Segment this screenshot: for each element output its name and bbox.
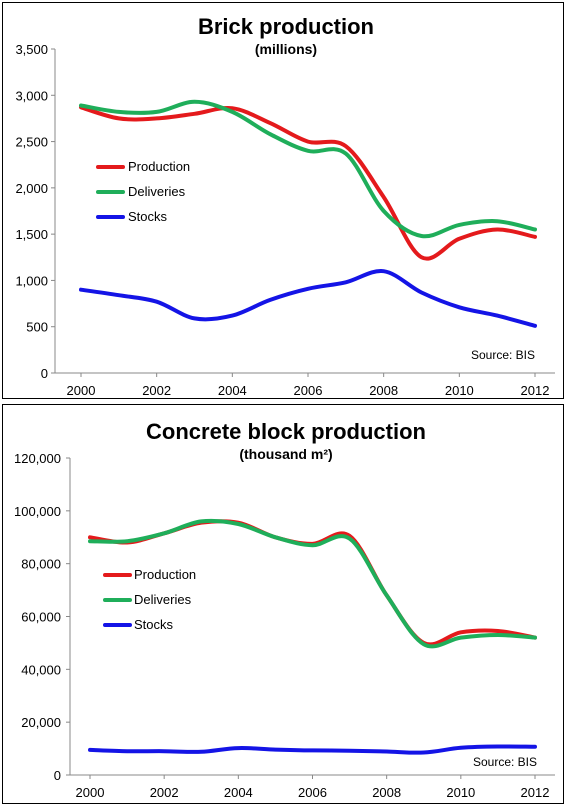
legend: Production Deliveries Stocks <box>96 159 190 224</box>
series-line-stocks <box>79 269 537 328</box>
x-tick-label: 2004 <box>218 383 247 398</box>
x-tick-label: 2000 <box>76 785 105 800</box>
y-tick-label: 3,000 <box>15 88 48 103</box>
x-tick-label: 2006 <box>298 785 327 800</box>
legend: Production Deliveries Stocks <box>103 567 196 632</box>
legend-label-stocks: Stocks <box>134 617 174 632</box>
y-tick-label: 1,000 <box>15 273 48 288</box>
y-tick-label: 40,000 <box>21 662 61 677</box>
y-tick-label: 0 <box>54 768 61 783</box>
x-tick-label: 2008 <box>372 785 401 800</box>
series-line-deliveries <box>88 518 537 649</box>
concrete-block-production-chart-svg: Concrete block production (thousand m²) … <box>14 419 555 800</box>
legend-label-production: Production <box>134 567 196 582</box>
brick-production-chart-svg: Brick production (millions) 0 500 1,000 1,5… <box>15 14 555 398</box>
legend-label-production: Production <box>128 159 190 174</box>
series-line-production <box>79 105 537 261</box>
y-tick-label: 100,000 <box>14 504 61 519</box>
legend-label-deliveries: Deliveries <box>134 592 192 607</box>
x-tick-label: 2010 <box>445 383 474 398</box>
series-line-stocks <box>88 744 537 755</box>
x-tick-label: 2000 <box>67 383 96 398</box>
legend-label-deliveries: Deliveries <box>128 184 186 199</box>
x-tick-label: 2012 <box>521 383 550 398</box>
x-tick-label: 2002 <box>142 383 171 398</box>
x-tick-label: 2012 <box>521 785 550 800</box>
x-tick-label: 2004 <box>224 785 253 800</box>
y-tick-label: 3,500 <box>15 42 48 57</box>
plot-area: 0 500 1,000 1,500 2,000 2,500 3,000 3,500 2000 20… <box>15 42 549 398</box>
chart-subtitle: (millions) <box>255 41 317 57</box>
y-tick-label: 20,000 <box>21 715 61 730</box>
y-tick-label: 60,000 <box>21 610 61 625</box>
series-line-deliveries <box>79 99 537 239</box>
legend-label-stocks: Stocks <box>128 209 168 224</box>
concrete-block-production-chart: Concrete block production (thousand m²) … <box>2 404 564 804</box>
y-tick-label: 2,000 <box>15 181 48 196</box>
x-tick-label: 2010 <box>446 785 475 800</box>
chart-title: Brick production <box>198 14 374 39</box>
x-tick-label: 2002 <box>150 785 179 800</box>
y-tick-label: 2,500 <box>15 135 48 150</box>
y-tick-label: 0 <box>41 366 48 381</box>
brick-production-chart: Brick production (millions) 0 500 1,000 1,5… <box>2 2 564 399</box>
source-note: Source: BIS <box>471 348 535 362</box>
y-tick-label: 1,500 <box>15 227 48 242</box>
plot-area: 0 20,000 40,000 60,000 80,000 100,000 120,000 2… <box>14 451 549 800</box>
x-tick-label: 2006 <box>294 383 323 398</box>
y-tick-label: 120,000 <box>14 451 61 466</box>
y-tick-label: 500 <box>26 320 48 335</box>
chart-subtitle: (thousand m²) <box>239 446 332 462</box>
source-note: Source: BIS <box>473 755 537 769</box>
chart-title: Concrete block production <box>146 419 426 444</box>
x-tick-label: 2008 <box>369 383 398 398</box>
y-tick-label: 80,000 <box>21 557 61 572</box>
